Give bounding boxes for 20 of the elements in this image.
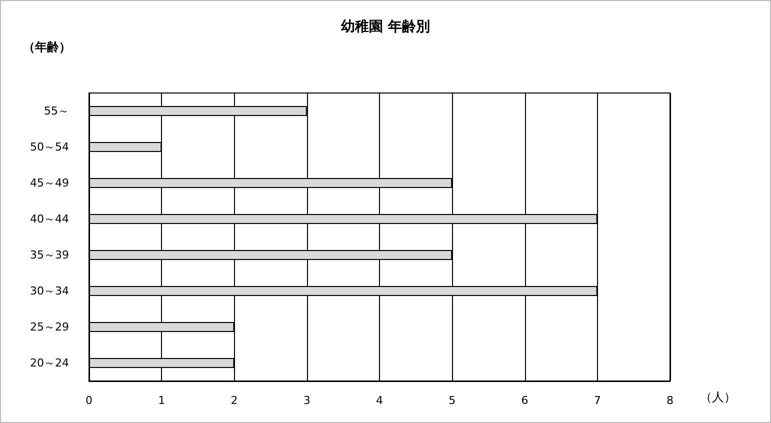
y-tick-label: 45～49 [30, 176, 69, 190]
x-tick-label: 7 [594, 394, 601, 407]
y-tick-label: 20～24 [30, 356, 69, 370]
chart-title: 幼稚園 年齢別 [340, 19, 430, 35]
x-tick-label: 5 [448, 394, 456, 407]
y-tick-label: 35～39 [30, 248, 69, 262]
y-tick-label: 25～29 [30, 320, 69, 334]
x-tick-label: 4 [376, 394, 383, 407]
x-tick-label: 8 [666, 394, 674, 407]
y-tick-label: 40～44 [30, 212, 69, 226]
y-tick-label: 55～ [44, 104, 69, 118]
x-tick-label: 0 [86, 394, 92, 407]
x-tick-label: 6 [521, 394, 528, 407]
y-axis-title: （年齢） [23, 40, 71, 54]
x-tick-label: 2 [230, 394, 238, 407]
x-tick-label: 3 [303, 394, 310, 407]
y-tick-label: 30～34 [30, 284, 69, 298]
x-axis-title: （人） [700, 390, 736, 404]
x-tick-label: 1 [158, 394, 166, 407]
y-tick-label: 50～54 [30, 140, 69, 154]
